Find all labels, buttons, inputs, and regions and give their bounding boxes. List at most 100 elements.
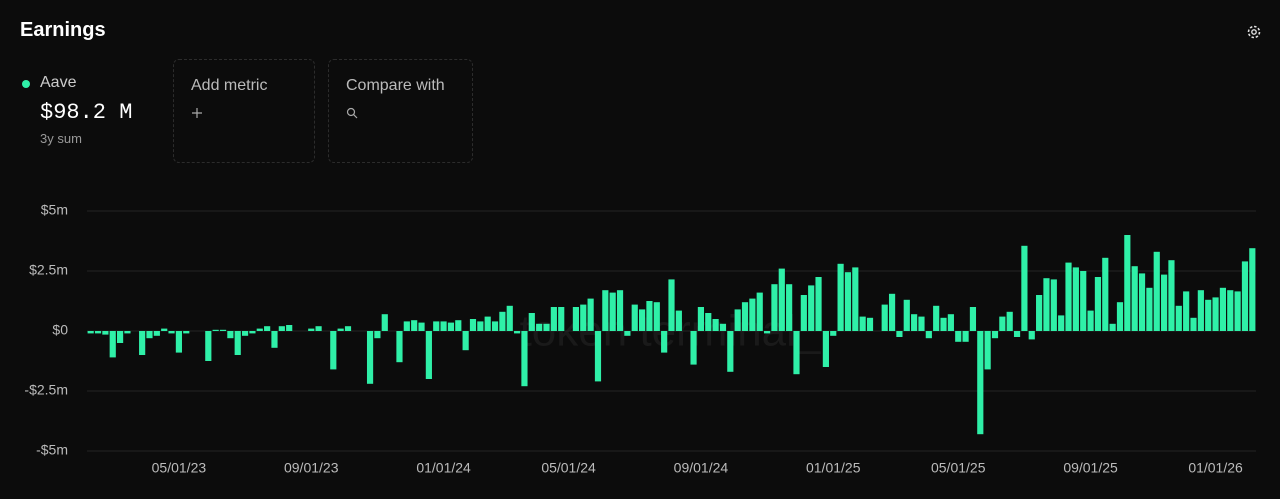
bar — [153, 331, 160, 336]
bar — [940, 317, 947, 331]
bar — [763, 331, 771, 334]
bar — [837, 263, 844, 331]
bar — [771, 284, 778, 331]
bar — [800, 295, 807, 331]
bar — [955, 331, 962, 342]
bar — [793, 331, 800, 375]
bar — [1124, 235, 1131, 331]
bar — [1036, 295, 1043, 331]
bar — [1161, 274, 1168, 331]
bar — [499, 311, 506, 331]
bar — [786, 284, 793, 331]
legend-label: Aave — [40, 74, 77, 91]
bar — [815, 277, 822, 331]
bar — [668, 279, 675, 331]
bar — [705, 313, 712, 331]
bar — [594, 331, 602, 382]
bar — [844, 272, 852, 331]
bar — [433, 321, 440, 331]
bar — [381, 314, 388, 331]
bar — [852, 267, 859, 331]
bar — [1131, 266, 1138, 331]
bar — [1087, 310, 1094, 331]
bar — [675, 310, 682, 331]
bar — [550, 307, 557, 331]
bar — [1212, 297, 1219, 331]
bar — [734, 309, 741, 331]
bar — [903, 299, 910, 331]
bar — [1094, 277, 1102, 331]
bar — [366, 331, 374, 384]
x-tick-label: 01/01/24 — [416, 460, 471, 476]
bar — [1234, 291, 1241, 331]
bar — [756, 292, 763, 331]
bar — [87, 331, 94, 334]
bar — [661, 331, 668, 353]
bar — [1058, 315, 1065, 331]
summary-value: $98.2 M — [40, 100, 133, 125]
compare-with[interactable]: Compare with — [328, 59, 473, 163]
x-tick-label: 05/01/25 — [931, 460, 986, 476]
bar — [1249, 248, 1256, 331]
bar — [1183, 291, 1190, 331]
bar — [506, 305, 513, 331]
bar — [175, 331, 182, 353]
bar — [933, 305, 940, 331]
bar — [881, 304, 888, 331]
bar — [947, 314, 954, 331]
bar — [447, 322, 455, 331]
bar — [918, 316, 925, 331]
bar — [888, 293, 896, 331]
bar — [168, 331, 175, 334]
bar — [896, 331, 903, 337]
bar — [1013, 331, 1021, 337]
x-tick-label: 01/01/25 — [806, 460, 861, 476]
y-tick-label: -$5m — [36, 442, 68, 458]
bar — [403, 321, 410, 331]
bar — [521, 331, 528, 387]
x-tick-label: 09/01/24 — [674, 460, 729, 476]
bar — [712, 319, 719, 331]
summary-period: 3y sum — [40, 131, 82, 146]
bar — [308, 328, 315, 331]
bar — [418, 322, 425, 331]
settings-icon[interactable] — [1245, 23, 1263, 41]
bar — [1072, 267, 1079, 331]
bar — [374, 331, 381, 339]
add-metric-label: Add metric — [191, 77, 268, 94]
bar — [396, 331, 403, 363]
bar — [1175, 305, 1182, 331]
bar — [646, 301, 653, 331]
bar — [830, 331, 837, 336]
bar — [514, 331, 521, 334]
search-icon — [346, 107, 358, 119]
bar — [1006, 311, 1013, 331]
bar — [219, 329, 227, 331]
plus-icon — [192, 108, 202, 118]
bar — [161, 328, 168, 331]
bar — [543, 323, 550, 331]
x-tick-label: 05/01/24 — [541, 460, 596, 476]
bar — [609, 292, 616, 331]
add-metric[interactable]: Add metric — [173, 59, 315, 163]
compare-with-label: Compare with — [346, 77, 445, 94]
bar — [639, 309, 646, 331]
bar — [1043, 278, 1050, 331]
bar — [1227, 290, 1234, 331]
bar — [1168, 260, 1175, 331]
y-tick-label: -$2.5m — [24, 382, 68, 398]
bar — [1219, 287, 1227, 331]
bar — [1065, 262, 1072, 331]
bar — [1109, 323, 1116, 331]
chart-title: Earnings — [20, 19, 106, 41]
y-tick-label: $2.5m — [29, 262, 68, 278]
bar — [572, 307, 580, 331]
legend-marker — [22, 80, 30, 88]
bar — [859, 316, 866, 331]
bar — [690, 331, 697, 365]
bar — [249, 331, 256, 334]
bar — [558, 307, 565, 331]
bar — [741, 302, 749, 331]
bar — [1050, 279, 1057, 331]
